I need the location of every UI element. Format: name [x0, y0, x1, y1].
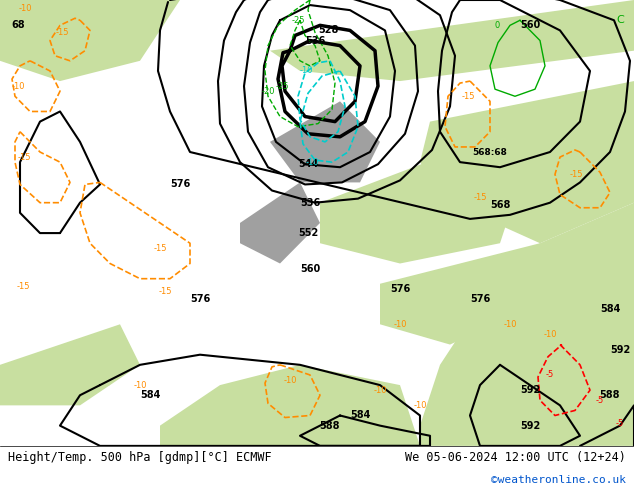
Text: 576: 576 [470, 294, 490, 304]
Polygon shape [60, 344, 110, 395]
Text: -20: -20 [261, 87, 275, 96]
Text: -25: -25 [291, 16, 305, 25]
Text: -10: -10 [18, 3, 32, 13]
Text: 584: 584 [140, 390, 160, 400]
Text: -10: -10 [503, 320, 517, 329]
Text: 0: 0 [495, 21, 500, 30]
Text: -10: -10 [305, 158, 319, 167]
Text: -15: -15 [569, 170, 583, 179]
Text: -5: -5 [616, 419, 624, 428]
Polygon shape [0, 324, 140, 405]
Text: 588: 588 [600, 390, 620, 400]
Text: -15: -15 [153, 244, 167, 253]
Text: -10: -10 [373, 386, 387, 394]
Text: -15: -15 [462, 92, 475, 101]
Text: -10: -10 [393, 320, 407, 329]
Text: 584: 584 [600, 304, 620, 314]
Polygon shape [240, 182, 320, 264]
Text: 592: 592 [520, 385, 540, 395]
Polygon shape [270, 101, 380, 182]
Polygon shape [270, 0, 634, 81]
Text: 560: 560 [520, 21, 540, 30]
Polygon shape [380, 243, 540, 344]
Text: -10: -10 [543, 330, 557, 339]
Text: -25: -25 [275, 82, 288, 91]
Text: -15: -15 [16, 282, 30, 291]
Text: 536: 536 [305, 36, 325, 46]
Text: 552: 552 [298, 228, 318, 238]
Text: 536: 536 [300, 197, 320, 208]
Polygon shape [320, 142, 520, 264]
Text: 68: 68 [11, 21, 25, 30]
Text: 568: 568 [490, 200, 510, 210]
Text: -15: -15 [17, 152, 31, 162]
Text: 576: 576 [190, 294, 210, 304]
Text: 560: 560 [300, 264, 320, 273]
Polygon shape [420, 81, 634, 243]
Text: 576: 576 [170, 179, 190, 190]
Polygon shape [160, 365, 420, 446]
Text: -5: -5 [596, 396, 604, 405]
Text: C: C [616, 15, 624, 25]
Text: -10: -10 [283, 375, 297, 385]
Text: -15: -15 [158, 287, 172, 296]
Text: We 05-06-2024 12:00 UTC (12+24): We 05-06-2024 12:00 UTC (12+24) [405, 451, 626, 465]
Text: -10: -10 [133, 381, 146, 390]
Text: 568:68: 568:68 [472, 147, 507, 156]
Text: ©weatheronline.co.uk: ©weatheronline.co.uk [491, 475, 626, 485]
Polygon shape [420, 203, 634, 446]
Text: Height/Temp. 500 hPa [gdmp][°C] ECMWF: Height/Temp. 500 hPa [gdmp][°C] ECMWF [8, 451, 271, 465]
Text: 592: 592 [520, 420, 540, 431]
Text: 584: 584 [350, 411, 370, 420]
Text: -10: -10 [11, 82, 25, 91]
Text: 544: 544 [298, 159, 318, 169]
Text: -15: -15 [55, 28, 68, 37]
Text: -10: -10 [299, 67, 313, 75]
Text: 576: 576 [390, 284, 410, 294]
Polygon shape [0, 0, 180, 81]
Text: 528: 528 [318, 25, 338, 35]
Text: 592: 592 [610, 344, 630, 355]
Text: -15: -15 [473, 193, 487, 202]
Text: 588: 588 [320, 420, 340, 431]
Text: -5: -5 [546, 370, 554, 379]
Text: -10: -10 [413, 401, 427, 410]
